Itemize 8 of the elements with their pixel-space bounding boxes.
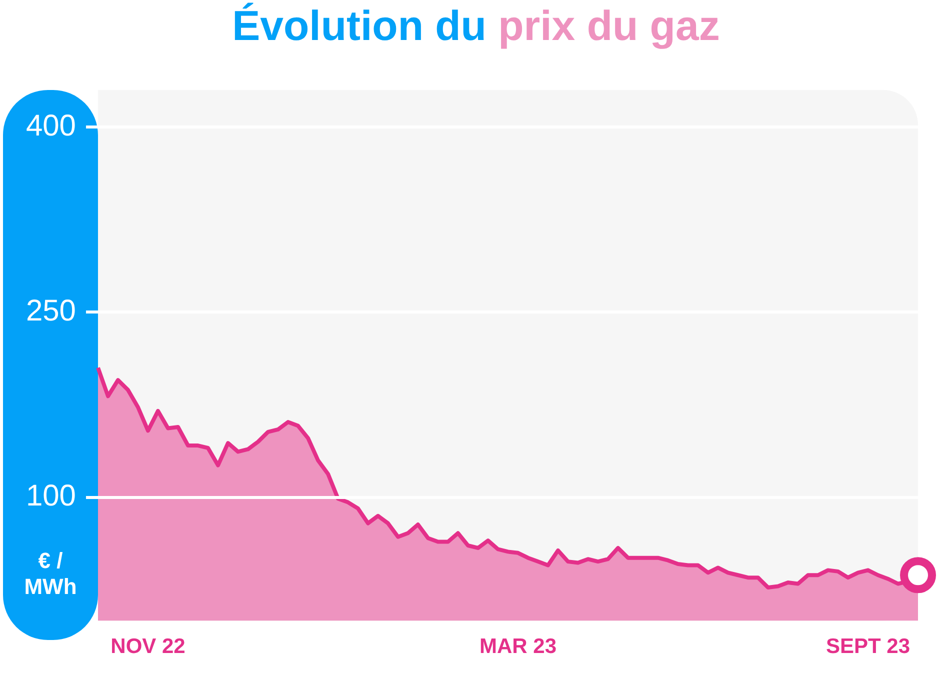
y-tick-label: 250 (26, 294, 76, 328)
x-tick-label: MAR 23 (479, 635, 557, 658)
x-tick-label: NOV 22 (110, 635, 186, 658)
y-tick-label: 100 (26, 480, 76, 513)
x-tick-label: SEPT 23 (826, 635, 910, 658)
y-tick-label: 400 (26, 109, 76, 142)
chart-title: Évolution du prix du gaz (232, 2, 720, 49)
y-axis-title: € / MWh (23, 548, 78, 600)
